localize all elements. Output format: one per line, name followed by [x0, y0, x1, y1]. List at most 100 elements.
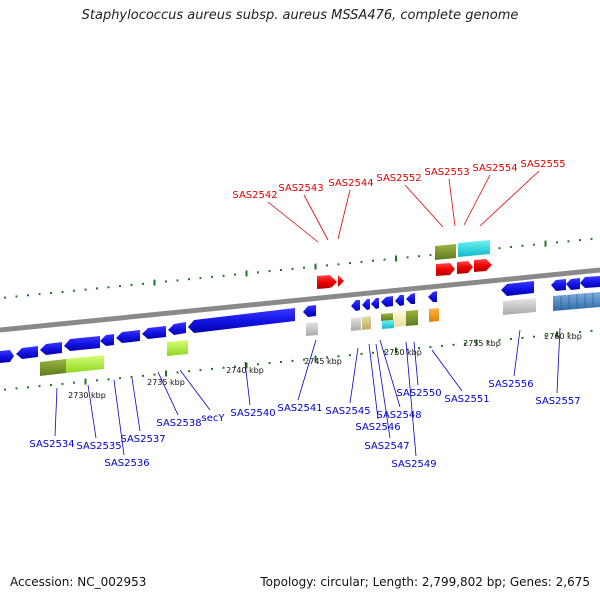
gene-label: SAS2545 [325, 406, 370, 417]
tick-mark [418, 347, 420, 350]
gene-feature [0, 350, 14, 363]
leader-line [463, 174, 491, 226]
tick-mark [142, 374, 144, 377]
tick-mark [395, 347, 397, 354]
gene-feature [580, 276, 600, 288]
genome-length: Length: 2,799,802 bp [372, 575, 502, 589]
tick-mark [533, 243, 535, 246]
tick-mark [188, 278, 190, 281]
gene-label: SAS2538 [156, 418, 201, 429]
gene-feature [406, 293, 415, 304]
gene-feature [188, 308, 295, 333]
tick-mark [27, 386, 29, 389]
tick-marks [4, 237, 593, 391]
gene-feature [167, 340, 188, 356]
gene-feature [551, 279, 566, 291]
tick-mark [165, 370, 167, 377]
leader-line [431, 349, 463, 392]
tick-mark [119, 377, 121, 380]
tick-mark [406, 256, 409, 259]
gene-feature [501, 281, 534, 296]
leader-line [368, 343, 379, 420]
topology: Topology: circular [260, 575, 365, 589]
tick-mark [372, 259, 374, 262]
tick-mark [337, 263, 340, 266]
gene-feature [351, 317, 361, 331]
tick-mark [268, 362, 271, 365]
tick-mark [15, 387, 18, 390]
tick-mark [107, 286, 110, 289]
genome-backbone [0, 267, 600, 333]
tick-mark [222, 366, 225, 369]
leader-line [244, 361, 251, 406]
tick-mark [4, 388, 6, 391]
gene-label: SAS2536 [104, 458, 149, 469]
leader-line [405, 341, 417, 457]
gene-label: SAS2535 [76, 441, 121, 452]
gene-label: SAS2548 [376, 410, 421, 421]
gene-feature [351, 300, 360, 311]
tick-mark [521, 244, 524, 247]
gene-feature [338, 275, 344, 287]
gene-label: SAS2557 [535, 396, 580, 407]
tick-mark [73, 289, 75, 292]
gene-label: SAS2554 [472, 163, 517, 174]
tick-mark [418, 255, 420, 258]
tick-mark [245, 362, 248, 369]
scale-label: 2755 kbp [463, 339, 501, 348]
tick-mark [96, 379, 98, 382]
tick-mark [372, 351, 374, 354]
tick-mark [15, 295, 18, 298]
tick-mark [579, 331, 581, 334]
tick-mark [314, 263, 317, 270]
leader-line [556, 327, 561, 394]
tick-mark [153, 279, 156, 286]
tick-mark [556, 241, 558, 244]
tick-mark [176, 371, 179, 374]
gene-count: Genes: 2,675 [509, 575, 590, 589]
scale-label: 2745 kbp [304, 357, 342, 366]
gene-feature [381, 296, 393, 307]
leader-line [479, 170, 540, 227]
tick-mark [222, 274, 225, 277]
tick-mark [38, 385, 41, 388]
tick-mark [61, 382, 64, 385]
tick-mark [567, 240, 570, 243]
tick-mark [176, 279, 179, 282]
gene-label: SAS2537 [120, 434, 165, 445]
gene-features [0, 240, 600, 376]
leader-line [375, 343, 391, 439]
gene-feature [429, 308, 439, 322]
tick-mark [73, 381, 75, 384]
tick-mark [487, 340, 489, 343]
leader-line [404, 184, 444, 228]
tick-mark [280, 361, 282, 363]
tick-mark [337, 355, 340, 358]
tick-mark [475, 339, 478, 346]
tick-mark [165, 280, 167, 283]
gene-label: SAS2540 [230, 408, 275, 419]
tick-mark [579, 239, 581, 242]
gene-feature [560, 293, 594, 310]
leader-line [87, 384, 97, 439]
gene-feature [381, 313, 393, 321]
tick-mark [96, 287, 98, 290]
scale-label: 2750 kbp [384, 348, 422, 357]
leader-line [54, 387, 58, 437]
map-title: Staphylococcus aureus subsp. aureus MSSA… [81, 8, 519, 23]
gene-label: SAS2543 [278, 183, 323, 194]
gene-feature [474, 259, 492, 272]
gene-label: SAS2553 [424, 167, 469, 178]
tick-mark [349, 262, 351, 265]
tick-mark [326, 264, 328, 267]
tick-mark [395, 255, 397, 262]
gene-feature [40, 359, 66, 376]
gene-feature [435, 244, 456, 260]
gene-label: SAS2556 [488, 379, 533, 390]
gene-feature [100, 334, 114, 346]
gene-label: SAS2541 [277, 403, 322, 414]
tick-mark [498, 339, 501, 342]
tick-mark [107, 378, 110, 381]
tick-mark [452, 343, 455, 346]
